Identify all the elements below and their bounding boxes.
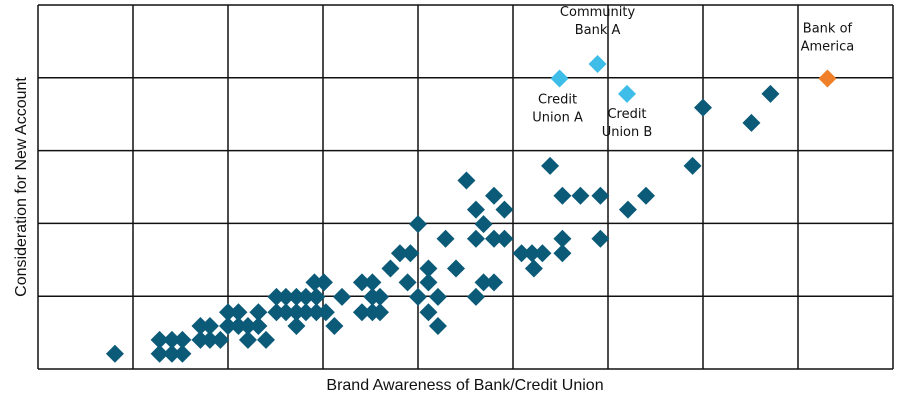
- point-label: Community Bank A: [560, 5, 636, 38]
- data-point: [409, 287, 427, 306]
- data-point: [419, 303, 438, 322]
- data-point: [761, 84, 780, 103]
- point-label: Credit Union B: [602, 107, 653, 140]
- data-point: [428, 287, 447, 306]
- data-point: [314, 273, 333, 292]
- data-point: [267, 303, 286, 322]
- data-point: [211, 330, 230, 349]
- data-point: [553, 244, 572, 263]
- data-point: [105, 344, 124, 363]
- data-point: [637, 186, 655, 205]
- data-point: [287, 287, 306, 306]
- data-point: [588, 54, 607, 73]
- data-point: [173, 330, 192, 349]
- data-point: [229, 317, 248, 336]
- data-point: [485, 186, 503, 205]
- data-point: [618, 84, 636, 103]
- data-point: [333, 287, 351, 306]
- data-point: [428, 317, 447, 336]
- data-point: [267, 287, 286, 306]
- data-point: [305, 273, 324, 292]
- data-point: [257, 330, 275, 349]
- data-point: [591, 229, 610, 248]
- data-point: [276, 303, 295, 322]
- data-point: [296, 287, 315, 306]
- data-point: [495, 229, 514, 248]
- data-point: [173, 344, 192, 363]
- data-point: [512, 244, 531, 263]
- data-point: [742, 113, 761, 132]
- data-point: [447, 259, 465, 278]
- data-point: [436, 229, 455, 248]
- data-point: [694, 98, 712, 117]
- data-point: [307, 287, 326, 306]
- data-point: [533, 244, 552, 263]
- data-point: [325, 317, 344, 336]
- data-point: [550, 69, 569, 88]
- data-point: [541, 156, 560, 175]
- data-point: [818, 69, 837, 88]
- data-point: [381, 259, 400, 278]
- data-point: [276, 287, 295, 306]
- data-point: [553, 186, 572, 205]
- data-point: [249, 303, 268, 322]
- data-point: [571, 186, 590, 205]
- data-point: [553, 229, 572, 248]
- data-point: [371, 287, 389, 306]
- data-point: [419, 273, 438, 292]
- data-point: [200, 330, 219, 349]
- data-point: [287, 303, 306, 322]
- data-point: [474, 215, 493, 234]
- data-point: [591, 186, 610, 205]
- data-point: [409, 215, 427, 234]
- data-point: [524, 259, 543, 278]
- point-label: Credit Union A: [532, 93, 583, 126]
- data-point: [485, 273, 503, 292]
- data-point: [466, 229, 485, 248]
- data-point: [307, 303, 326, 322]
- data-point: [495, 200, 514, 219]
- data-point: [219, 303, 237, 322]
- y-axis-label: Consideration for New Account: [13, 77, 30, 297]
- data-point: [352, 303, 371, 322]
- data-point: [219, 317, 237, 336]
- data-point: [229, 303, 248, 322]
- data-point: [485, 229, 503, 248]
- data-point: [316, 303, 335, 322]
- data-point: [371, 303, 389, 322]
- data-point: [618, 200, 637, 219]
- data-point: [162, 330, 181, 349]
- data-point: [419, 259, 438, 278]
- data-point: [191, 330, 210, 349]
- data-point: [296, 303, 315, 322]
- data-point: [363, 273, 382, 292]
- data-point: [162, 344, 181, 363]
- data-point: [249, 317, 268, 336]
- data-point: [474, 273, 493, 292]
- data-point: [150, 330, 169, 349]
- data-point: [390, 244, 409, 263]
- data-point: [398, 273, 417, 292]
- data-point: [200, 317, 219, 336]
- data-point: [401, 244, 420, 263]
- point-label: Bank of America: [801, 22, 855, 55]
- data-point: [352, 273, 371, 292]
- data-point: [466, 200, 485, 219]
- x-axis-label: Brand Awareness of Bank/Credit Union: [326, 377, 603, 394]
- data-point: [683, 156, 702, 175]
- data-point: [238, 330, 257, 349]
- data-point: [238, 317, 257, 336]
- data-point: [150, 344, 169, 363]
- data-point: [466, 287, 485, 306]
- data-point: [523, 244, 541, 263]
- data-point: [287, 317, 306, 336]
- data-point: [191, 317, 210, 336]
- data-point: [457, 171, 476, 190]
